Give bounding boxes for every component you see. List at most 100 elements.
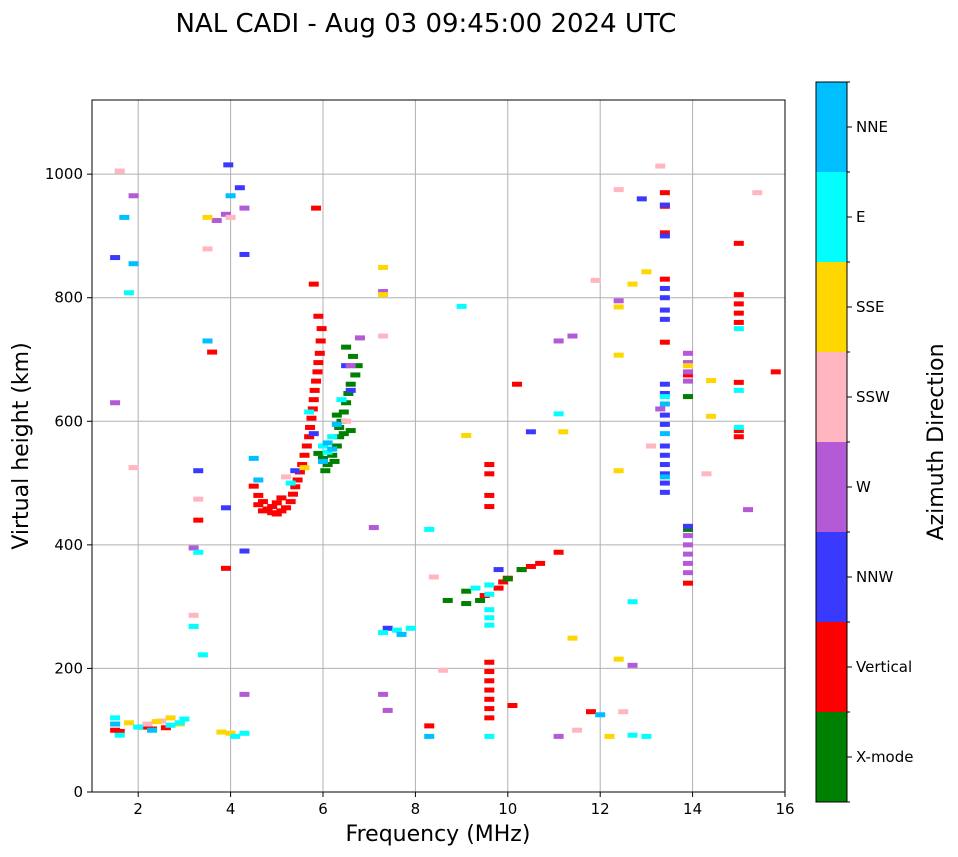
point-vertical-23 xyxy=(301,443,312,449)
point-vertical-6 xyxy=(193,517,204,523)
y-axis-label: Virtual height (km) xyxy=(9,342,34,549)
point-e-11 xyxy=(239,730,250,736)
y-tick-label-600: 600 xyxy=(54,412,83,430)
point-w-18 xyxy=(655,406,666,412)
point-vertical-35 xyxy=(316,326,327,332)
point-nne-15 xyxy=(659,401,670,407)
colorbar-segment-nne xyxy=(816,82,847,172)
x-axis-label: Frequency (MHz) xyxy=(346,822,531,847)
point-vertical-31 xyxy=(312,369,323,375)
point-sse-15 xyxy=(613,352,624,358)
point-nne-8 xyxy=(318,458,328,464)
y-tick-label-200: 200 xyxy=(54,659,83,677)
point-x-mode-20 xyxy=(329,458,340,464)
point-vertical-10 xyxy=(257,499,268,505)
point-nne-6 xyxy=(248,455,259,461)
point-nne-12 xyxy=(396,631,407,637)
point-e-15 xyxy=(322,449,333,455)
point-nnw-21 xyxy=(659,381,670,387)
point-w-25 xyxy=(682,551,693,557)
point-nnw-2 xyxy=(220,505,231,511)
point-e-8 xyxy=(188,623,199,629)
point-x-mode-24 xyxy=(475,597,486,603)
grid-lines xyxy=(92,100,785,792)
point-vertical-63 xyxy=(507,703,518,708)
point-w-4 xyxy=(220,211,231,217)
point-sse-16 xyxy=(613,468,624,474)
point-nnw-25 xyxy=(659,443,670,449)
colorbar-label-sse: SSE xyxy=(856,298,885,316)
point-w-21 xyxy=(682,369,693,375)
series-w xyxy=(110,193,754,739)
point-e-35 xyxy=(733,326,744,332)
point-x-mode-5 xyxy=(331,443,342,449)
point-x-mode-16 xyxy=(334,424,345,430)
point-sse-0 xyxy=(123,720,134,726)
point-vertical-5 xyxy=(207,349,218,355)
point-vertical-49 xyxy=(484,669,495,675)
point-nnw-23 xyxy=(659,412,670,418)
point-x-mode-18 xyxy=(338,431,349,437)
point-nne-17 xyxy=(659,474,670,480)
colorbar-segment-w xyxy=(816,442,847,532)
x-tick-label-8: 8 xyxy=(411,800,421,818)
point-e-30 xyxy=(553,411,564,417)
point-x-mode-25 xyxy=(502,576,513,582)
point-nnw-10 xyxy=(345,387,356,393)
colorbar-frame xyxy=(815,81,848,803)
point-e-16 xyxy=(327,434,338,440)
y-tick-label-800: 800 xyxy=(54,289,83,307)
point-ssw-5 xyxy=(193,496,204,502)
point-vertical-78 xyxy=(733,379,744,385)
point-nnw-22 xyxy=(659,390,670,396)
point-vertical-30 xyxy=(311,378,322,384)
point-x-mode-8 xyxy=(338,409,349,415)
point-e-34 xyxy=(733,387,744,393)
point-vertical-28 xyxy=(308,397,319,403)
point-w-28 xyxy=(743,507,754,513)
point-nne-14 xyxy=(595,712,606,718)
point-vertical-18 xyxy=(290,484,301,490)
point-e-31 xyxy=(627,599,638,605)
point-nnw-1 xyxy=(193,468,204,474)
point-e-2 xyxy=(123,290,134,296)
point-x-mode-19 xyxy=(345,428,356,434)
point-e-36 xyxy=(733,424,744,430)
colorbar-label-ssw: SSW xyxy=(856,388,890,406)
point-sse-7 xyxy=(299,465,310,471)
point-w-5 xyxy=(239,691,250,697)
point-e-37 xyxy=(659,394,670,400)
point-vertical-8 xyxy=(248,483,259,489)
point-e-9 xyxy=(197,652,208,658)
point-vertical-47 xyxy=(484,687,495,693)
point-w-27 xyxy=(682,570,693,576)
point-vertical-13 xyxy=(271,511,282,517)
point-nne-1 xyxy=(119,214,130,220)
point-e-25 xyxy=(484,615,495,621)
point-w-13 xyxy=(553,338,564,344)
point-sse-5 xyxy=(225,730,236,736)
point-sse-18 xyxy=(627,281,638,287)
point-w-23 xyxy=(682,533,693,539)
point-e-19 xyxy=(391,627,402,633)
point-e-6 xyxy=(179,716,190,722)
point-x-mode-26 xyxy=(516,567,527,573)
series-nne xyxy=(110,193,670,739)
point-sse-19 xyxy=(641,269,652,275)
point-ssw-2 xyxy=(142,721,153,727)
point-nnw-14 xyxy=(636,196,647,202)
point-x-mode-21 xyxy=(442,597,453,603)
point-nnw-11 xyxy=(382,625,393,631)
point-nnw-29 xyxy=(659,480,670,486)
point-ssw-9 xyxy=(341,418,352,424)
point-nnw-19 xyxy=(659,307,670,313)
point-ssw-11 xyxy=(428,574,439,580)
point-nne-11 xyxy=(331,421,342,427)
point-e-22 xyxy=(456,303,467,309)
point-vertical-41 xyxy=(267,504,278,510)
point-e-20 xyxy=(405,625,416,631)
point-e-12 xyxy=(285,480,296,486)
point-vertical-16 xyxy=(285,499,296,505)
point-e-32 xyxy=(627,732,638,738)
